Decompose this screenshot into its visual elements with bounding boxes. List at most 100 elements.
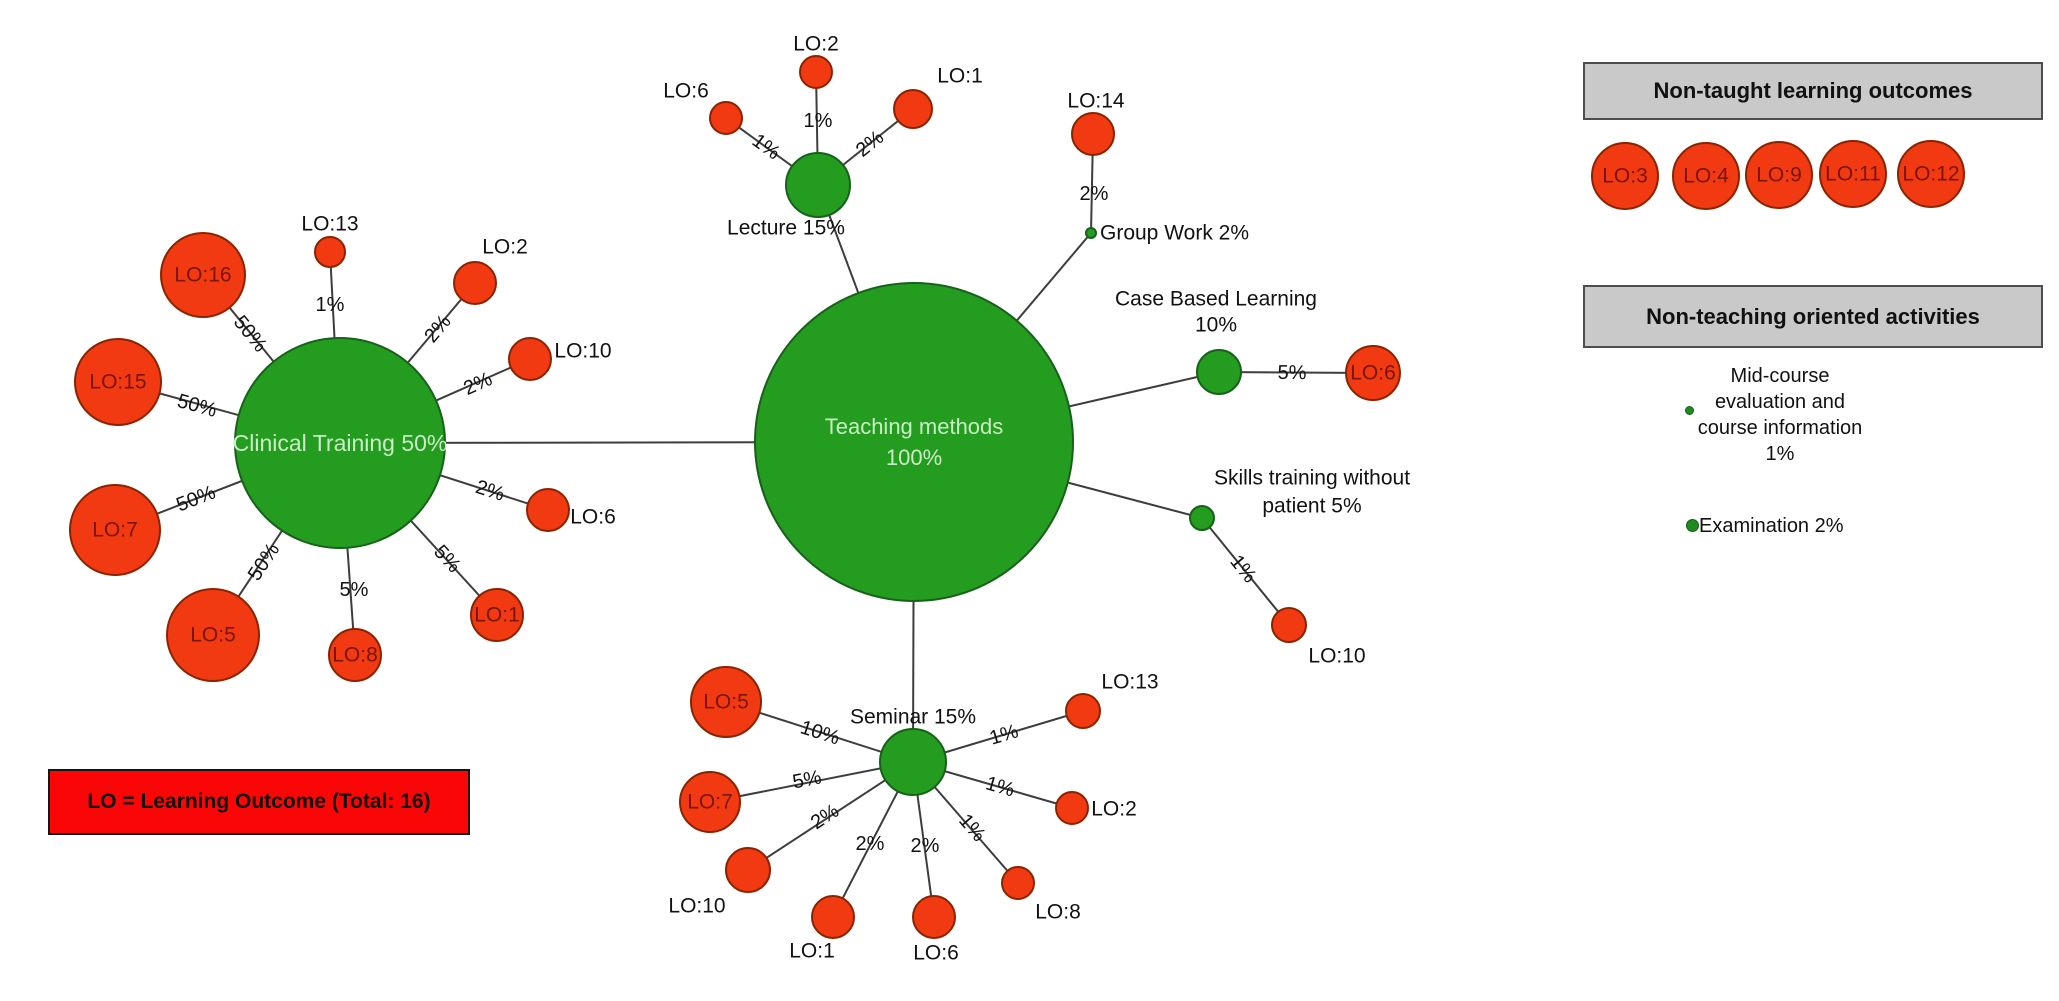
node-label-cl-lo13: LO:13 bbox=[301, 213, 358, 236]
midcourse-line-1: Mid-course bbox=[1730, 365, 1830, 387]
edge-seminar-se-lo7 bbox=[709, 761, 914, 803]
node-label-se-lo1: LO:1 bbox=[789, 940, 835, 963]
node-cbl bbox=[1196, 349, 1242, 395]
node-cl-lo10 bbox=[508, 337, 552, 381]
node-seminar bbox=[879, 728, 947, 796]
edge-label-clinical-cl-lo7: 50% bbox=[173, 481, 218, 516]
node-cl-lo1 bbox=[470, 588, 524, 642]
node-label-lecture: Lecture 15% bbox=[727, 217, 845, 240]
node-cl-lo15 bbox=[74, 338, 162, 426]
node-skills bbox=[1189, 505, 1215, 531]
node-label-lec-lo6: LO:6 bbox=[663, 80, 709, 103]
node-nt-lo4 bbox=[1672, 142, 1740, 210]
edge-label-groupwork-gw-lo14: 2% bbox=[1080, 183, 1109, 205]
node-label-cbl-lo6: LO:6 bbox=[1350, 362, 1396, 385]
edge-label-skills-sk-lo10: 1% bbox=[1225, 551, 1260, 587]
node-cl-lo2 bbox=[453, 261, 497, 305]
node-label-skills-2: patient 5% bbox=[1262, 495, 1361, 518]
edge-label-clinical-cl-lo10: 2% bbox=[460, 368, 496, 400]
node-label-cl-lo5: LO:5 bbox=[190, 624, 236, 647]
node-clinical bbox=[234, 337, 446, 549]
node-label-nt-lo9: LO:9 bbox=[1756, 164, 1802, 187]
edge-label-clinical-cl-lo6: 2% bbox=[473, 476, 507, 506]
node-lec-lo6 bbox=[709, 101, 743, 135]
edge-skills-sk-lo10 bbox=[1201, 517, 1290, 626]
node-label-se-lo2: LO:2 bbox=[1091, 798, 1137, 821]
node-se-lo5 bbox=[690, 666, 762, 738]
node-label-lec-lo2: LO:2 bbox=[793, 33, 839, 56]
node-label-gw-lo14: LO:14 bbox=[1067, 90, 1125, 113]
edge-label-lecture-lec-lo6: 1% bbox=[748, 130, 784, 165]
node-label-nt-lo11: LO:11 bbox=[1825, 163, 1881, 186]
node-label-cl-lo15: LO:15 bbox=[89, 371, 146, 394]
node-label-groupwork: Group Work 2% bbox=[1100, 222, 1249, 245]
midcourse-legend-item: Mid-course evaluation and course informa… bbox=[1666, 363, 1894, 467]
edge-label-clinical-cl-lo8: 5% bbox=[340, 579, 369, 601]
non-taught-header-label: Non-taught learning outcomes bbox=[1653, 78, 1973, 103]
edge-label-lecture-lec-lo2: 1% bbox=[804, 110, 833, 132]
node-se-lo13 bbox=[1065, 693, 1101, 729]
edge-label-seminar-se-lo2: 1% bbox=[983, 772, 1017, 801]
node-label-cl-lo2: LO:2 bbox=[482, 236, 528, 259]
node-label-cbl-2: 10% bbox=[1195, 314, 1237, 337]
edge-label-lecture-lec-lo1: 2% bbox=[852, 126, 888, 161]
node-se-lo10 bbox=[725, 847, 771, 893]
examination-percent: 2% bbox=[1814, 515, 1844, 537]
node-cl-lo5 bbox=[166, 588, 260, 682]
node-cl-lo8 bbox=[328, 628, 382, 682]
node-label-cl-lo7: LO:7 bbox=[92, 519, 138, 542]
node-nt-lo11 bbox=[1819, 140, 1887, 208]
non-teaching-header-box: Non-teaching oriented activities bbox=[1583, 285, 2043, 348]
node-label-nt-lo4: LO:4 bbox=[1683, 165, 1729, 188]
examination-legend-item: Examination 2% bbox=[1699, 513, 1844, 539]
midcourse-bullet-dot bbox=[1685, 406, 1694, 415]
node-se-lo7 bbox=[679, 771, 741, 833]
node-cbl-lo6 bbox=[1345, 345, 1401, 401]
node-cl-lo13 bbox=[314, 236, 346, 268]
edge-label-seminar-se-lo6: 2% bbox=[911, 835, 940, 857]
non-taught-header-box: Non-taught learning outcomes bbox=[1583, 62, 2043, 120]
node-gw-lo14 bbox=[1071, 112, 1115, 156]
node-label-teaching-2: 100% bbox=[886, 445, 942, 470]
node-lec-lo2 bbox=[799, 55, 833, 89]
midcourse-line-2: evaluation and bbox=[1714, 391, 1846, 413]
node-label-se-lo5: LO:5 bbox=[703, 691, 749, 714]
node-label-cbl-1: Case Based Learning bbox=[1115, 288, 1317, 311]
edge-label-cbl-cbl-lo6: 5% bbox=[1277, 362, 1306, 384]
edge-label-clinical-cl-lo13: 1% bbox=[316, 294, 345, 316]
node-cl-lo16 bbox=[160, 232, 246, 318]
node-label-skills-1: Skills training without bbox=[1214, 467, 1410, 490]
lo-definition-label: LO = Learning Outcome (Total: 16) bbox=[87, 790, 431, 813]
node-lec-lo1 bbox=[893, 89, 933, 129]
node-label-se-lo10: LO:10 bbox=[668, 895, 725, 918]
node-se-lo1 bbox=[811, 895, 855, 939]
midcourse-percent: 1% bbox=[1765, 443, 1795, 465]
edge-label-seminar-se-lo7: 5% bbox=[791, 766, 824, 793]
non-teaching-header-label: Non-teaching oriented activities bbox=[1646, 303, 1980, 329]
node-label-se-lo13: LO:13 bbox=[1101, 671, 1158, 694]
node-label-cl-lo1: LO:1 bbox=[474, 604, 520, 627]
edge-label-clinical-cl-lo15: 50% bbox=[175, 390, 220, 422]
node-label-cl-lo10: LO:10 bbox=[554, 340, 611, 363]
node-se-lo2 bbox=[1055, 791, 1089, 825]
node-label-se-lo6: LO:6 bbox=[913, 942, 959, 965]
edge-label-seminar-se-lo5: 10% bbox=[798, 716, 843, 749]
node-nt-lo12 bbox=[1897, 140, 1965, 208]
node-teaching bbox=[754, 282, 1074, 602]
node-label-se-lo8: LO:8 bbox=[1035, 901, 1081, 924]
node-groupwork bbox=[1085, 227, 1097, 239]
node-label-sk-lo10: LO:10 bbox=[1308, 645, 1365, 668]
node-label-clinical: Clinical Training 50% bbox=[233, 430, 448, 456]
midcourse-line-3: course information bbox=[1697, 417, 1863, 439]
node-label-nt-lo3: LO:3 bbox=[1602, 165, 1648, 188]
node-se-lo8 bbox=[1001, 866, 1035, 900]
node-label-cl-lo16: LO:16 bbox=[174, 264, 231, 287]
node-nt-lo9 bbox=[1745, 141, 1813, 209]
node-sk-lo10 bbox=[1271, 607, 1307, 643]
node-cl-lo7 bbox=[69, 484, 161, 576]
node-label-lec-lo1: LO:1 bbox=[937, 65, 983, 88]
lo-definition-box: LO = Learning Outcome (Total: 16) bbox=[48, 769, 470, 835]
node-label-seminar: Seminar 15% bbox=[850, 706, 976, 729]
